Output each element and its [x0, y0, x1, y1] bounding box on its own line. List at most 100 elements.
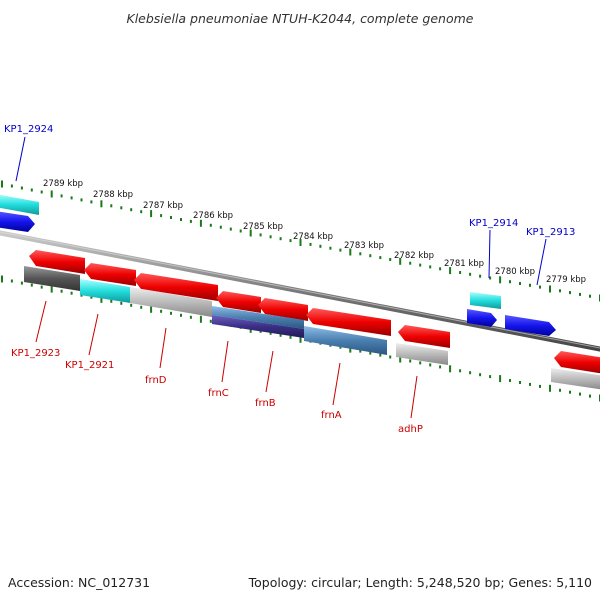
lower-track-minor-tick — [30, 283, 33, 287]
feature-bar-kp1-2923 — [24, 266, 80, 291]
lower-track-minor-tick — [289, 335, 292, 339]
gene-frnc[interactable] — [216, 291, 261, 313]
upper-track-minor-tick — [80, 198, 83, 202]
upper-track-minor-tick — [339, 248, 342, 252]
label-frnb[interactable]: frnB — [255, 398, 276, 409]
lower-track-major-tick — [399, 355, 402, 363]
lower-track-minor-tick — [140, 305, 143, 309]
label-frnc[interactable]: frnC — [208, 388, 229, 399]
lower-track-minor-tick — [189, 315, 192, 319]
gene-kp1-2924[interactable] — [0, 211, 35, 232]
lower-track-major-tick — [1, 275, 3, 283]
upper-track-major-tick — [249, 229, 252, 237]
callout-kp1-2923 — [35, 300, 47, 343]
upper-tick-track — [1, 180, 600, 302]
gene-adhp[interactable] — [398, 325, 450, 348]
label-kp1-2924[interactable]: KP1_2924 — [4, 124, 53, 135]
label-kp1-2914[interactable]: KP1_2914 — [469, 218, 518, 229]
genome-backbone-highlight — [0, 231, 600, 349]
lower-track-major-tick — [349, 345, 352, 353]
lower-track-minor-tick — [559, 388, 561, 392]
lower-track-minor-tick — [269, 331, 272, 335]
reverse-features — [24, 266, 600, 390]
lower-track-minor-tick — [120, 301, 123, 305]
upper-track-minor-tick — [559, 289, 561, 293]
upper-track-minor-tick — [130, 208, 133, 212]
kbp-label-2780: 2780 kbp — [495, 267, 535, 277]
callout-kp1-2914 — [488, 229, 491, 279]
figure-title: Klebsiella pneumoniae NTUH-K2044, comple… — [127, 11, 474, 26]
lower-track-minor-tick — [429, 363, 432, 367]
lower-track-minor-tick — [170, 311, 172, 315]
kbp-label-2779: 2779 kbp — [546, 275, 586, 285]
upper-track-minor-tick — [529, 283, 531, 287]
gene-frnd[interactable] — [134, 273, 218, 301]
gene-frna[interactable] — [306, 308, 391, 336]
upper-track-minor-tick — [489, 276, 492, 280]
lower-track-minor-tick — [479, 373, 482, 377]
label-kp1-2913[interactable]: KP1_2913 — [526, 227, 575, 238]
lower-track-major-tick — [499, 375, 502, 383]
upper-track-major-tick — [449, 267, 452, 275]
lower-track-minor-tick — [409, 359, 412, 363]
callout-frna — [332, 362, 341, 406]
gene-kp1-2913[interactable] — [505, 315, 556, 336]
reverse-callouts — [35, 300, 418, 419]
forward-gene-labels: KP1_2924 KP1_2914 KP1_2913 — [4, 124, 575, 238]
label-adhp[interactable]: adhP — [398, 424, 423, 435]
lower-track-minor-tick — [160, 309, 163, 313]
gene-frnb[interactable] — [258, 298, 308, 321]
genome-summary-text: Topology: circular; Length: 5,248,520 bp… — [248, 575, 592, 590]
kbp-label-2783: 2783 kbp — [344, 241, 384, 251]
feature-bar-frna — [304, 326, 387, 355]
gene-right-edge[interactable] — [554, 351, 600, 374]
lower-track-minor-tick — [529, 382, 531, 386]
upper-track-minor-tick — [439, 267, 442, 271]
lower-track-major-tick — [100, 295, 103, 303]
upper-track-major-tick — [499, 276, 502, 284]
upper-track-minor-tick — [110, 204, 113, 208]
upper-track-minor-tick — [269, 235, 272, 239]
upper-track-minor-tick — [160, 214, 163, 218]
label-frna[interactable]: frnA — [321, 410, 342, 421]
upper-track-major-tick — [50, 190, 53, 198]
upper-track-minor-tick — [90, 200, 93, 204]
kbp-tick-labels: 2789 kbp 2788 kbp 2787 kbp 2786 kbp 2785… — [43, 179, 586, 285]
lower-track-minor-tick — [40, 285, 43, 289]
upper-track-major-tick — [549, 285, 551, 293]
upper-track-minor-tick — [379, 256, 382, 260]
lower-track-minor-tick — [579, 392, 581, 396]
reverse-genes — [29, 250, 600, 374]
callout-frnd — [159, 327, 167, 369]
gene-kp1-2923[interactable] — [29, 250, 85, 274]
accession-text: Accession: NC_012731 — [8, 575, 150, 590]
callout-kp1-2921 — [88, 313, 99, 356]
label-kp1-2921[interactable]: KP1_2921 — [65, 360, 114, 371]
upper-track-minor-tick — [140, 210, 143, 214]
upper-track-minor-tick — [569, 291, 571, 295]
kbp-label-2786: 2786 kbp — [193, 211, 233, 221]
upper-track-minor-tick — [329, 246, 332, 250]
lower-track-minor-tick — [469, 371, 472, 375]
gene-kp1-2921[interactable] — [84, 263, 136, 286]
label-frnd[interactable]: frnD — [145, 375, 167, 386]
upper-track-major-tick — [199, 219, 202, 227]
lower-track-minor-tick — [519, 381, 521, 384]
forward-features — [0, 194, 501, 309]
kbp-label-2782: 2782 kbp — [394, 251, 434, 261]
upper-track-minor-tick — [70, 196, 73, 200]
upper-track-major-tick — [150, 210, 153, 218]
lower-track-major-tick — [449, 365, 452, 373]
upper-track-minor-tick — [589, 294, 591, 298]
callout-frnc — [221, 340, 229, 383]
upper-track-minor-tick — [40, 190, 43, 194]
gene-kp1-2914[interactable] — [467, 309, 497, 327]
callout-adhp — [410, 375, 418, 419]
upper-track-minor-tick — [309, 242, 312, 246]
lower-track-minor-tick — [419, 361, 422, 365]
label-kp1-2923[interactable]: KP1_2923 — [11, 348, 60, 359]
upper-track-minor-tick — [509, 280, 511, 284]
kbp-label-2781: 2781 kbp — [444, 259, 484, 269]
feature-bar-kp1-2914 — [470, 292, 501, 309]
